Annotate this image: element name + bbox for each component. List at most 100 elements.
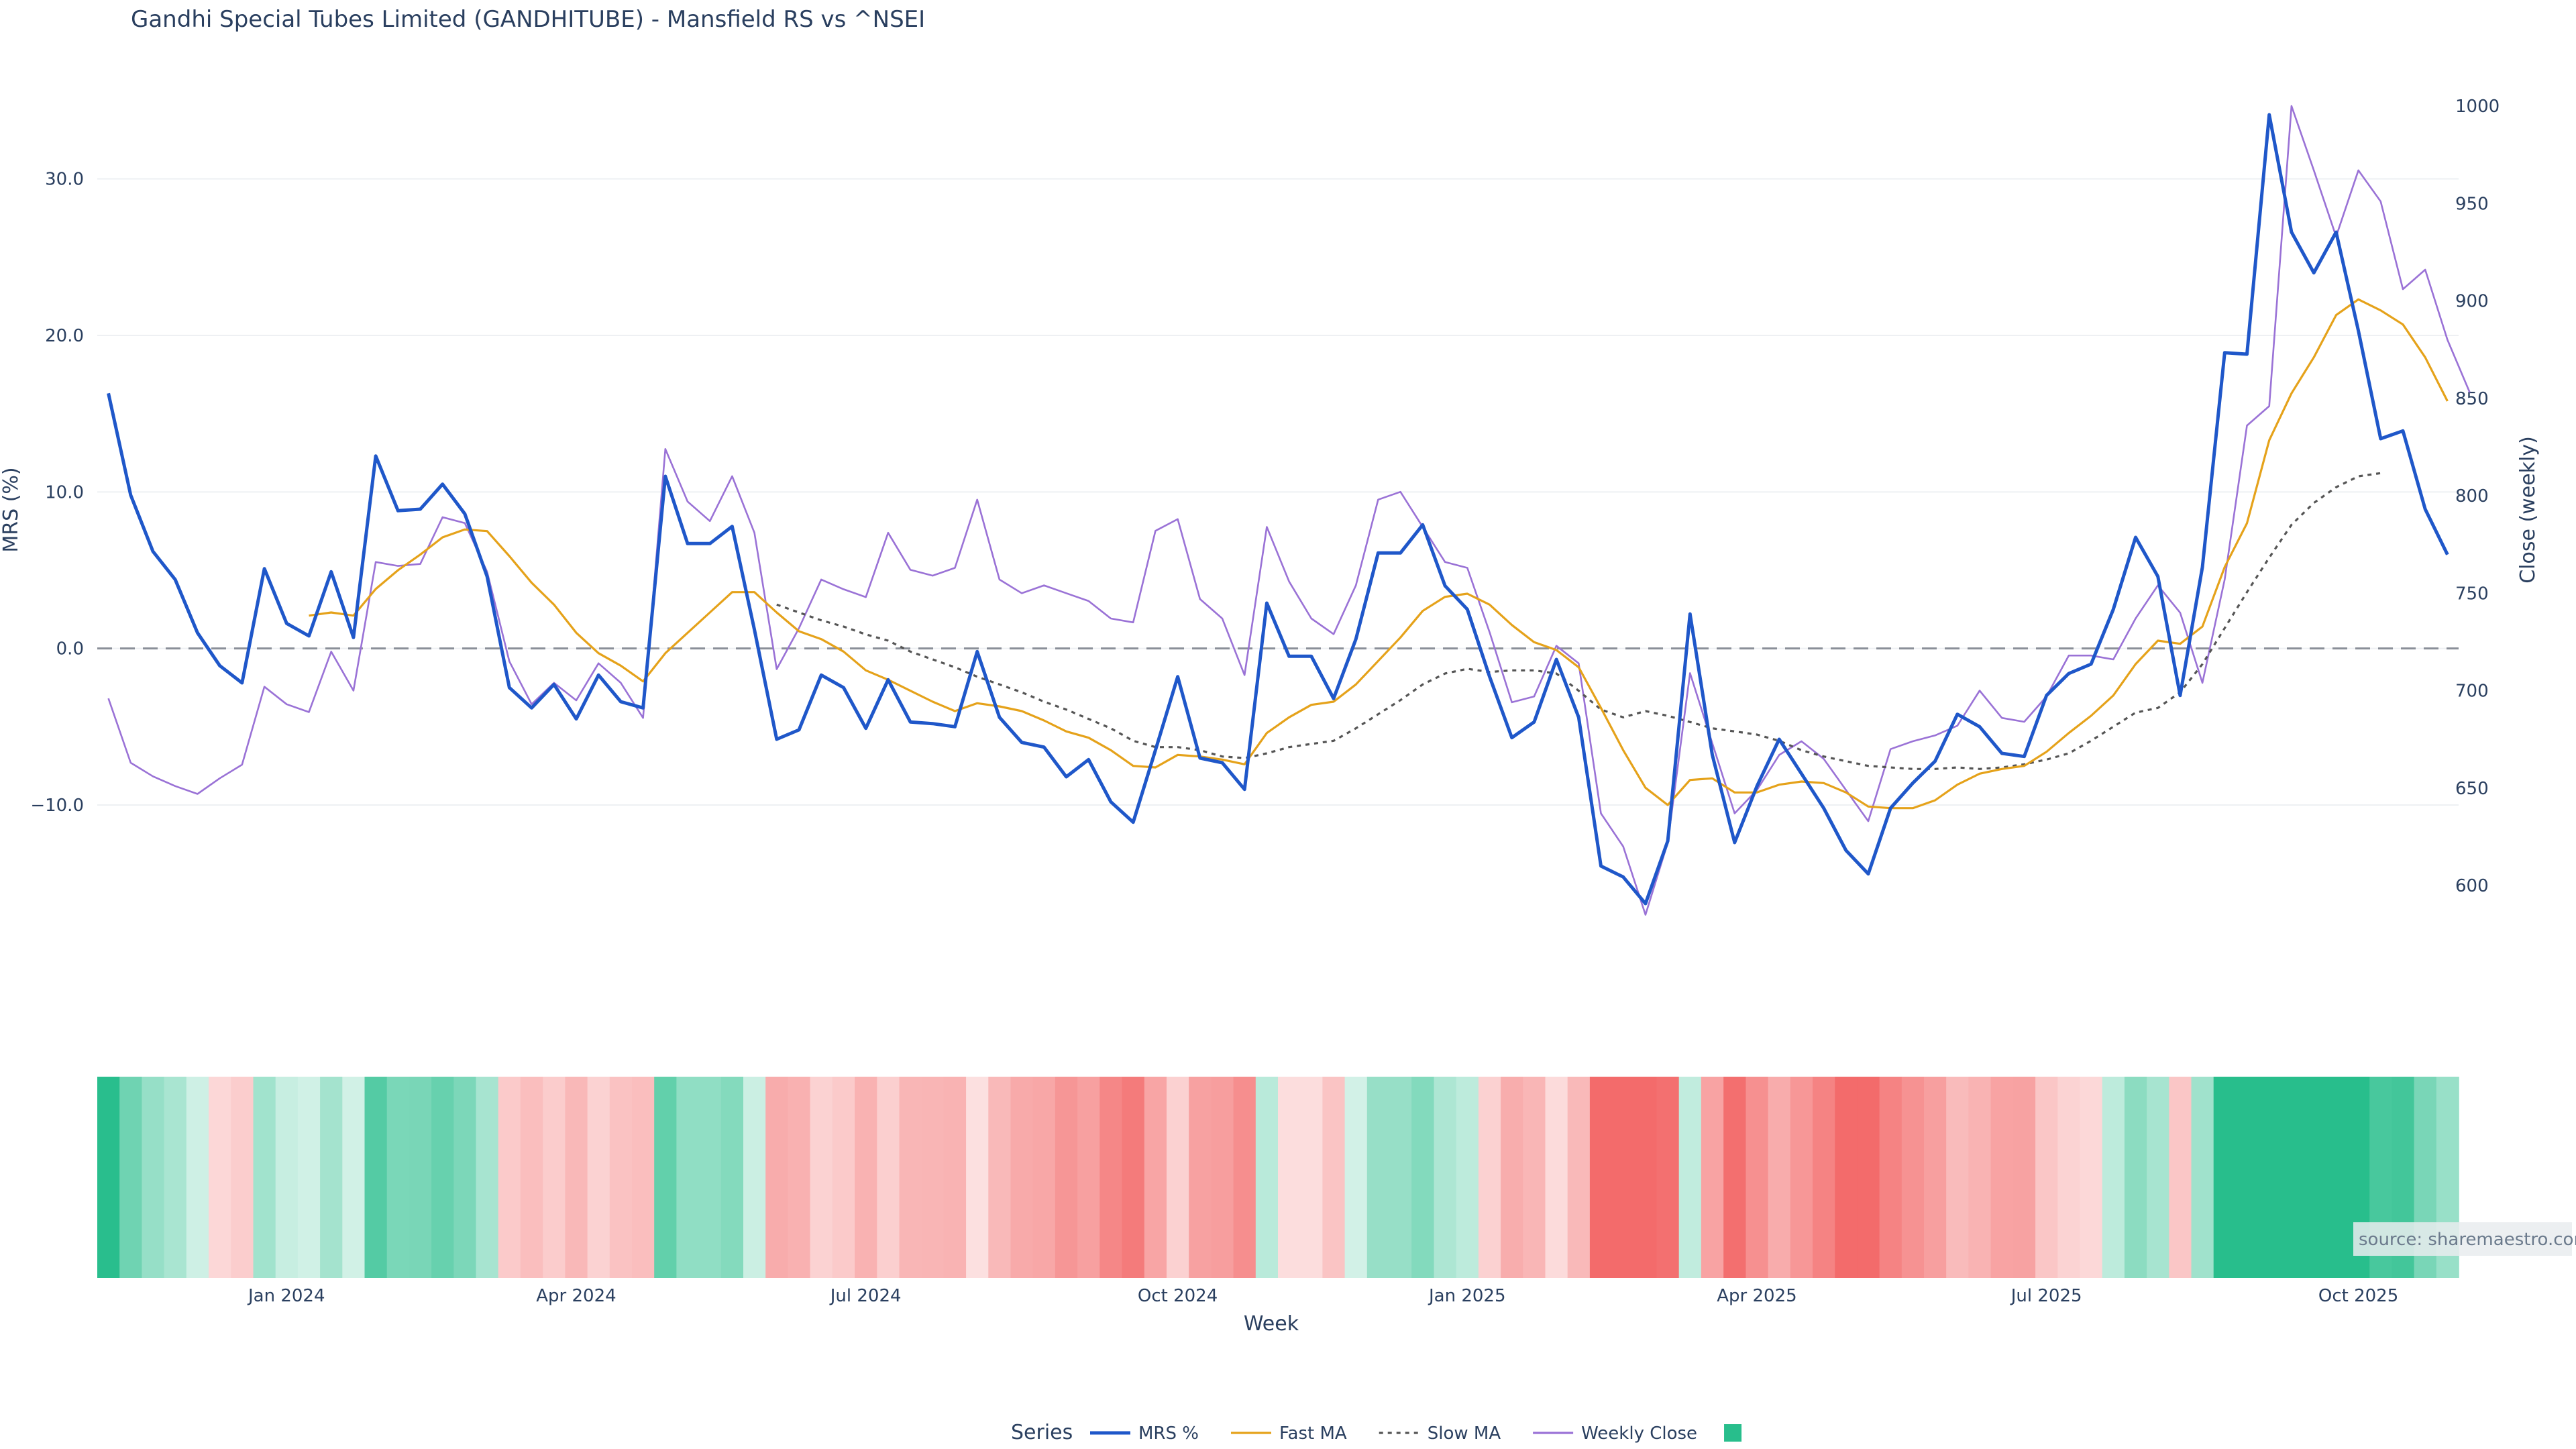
x-tick-label: Jan 2025 <box>1428 1286 1506 1306</box>
x-tick-label: Apr 2025 <box>1717 1286 1796 1306</box>
x-tick-label: Jul 2025 <box>2010 1286 2082 1306</box>
legend: Series MRS % Fast MA Slow MA Weekly Close <box>1011 1421 1742 1444</box>
heat-cell <box>231 1077 254 1278</box>
heat-cell <box>1278 1077 1301 1278</box>
heat-cell <box>2302 1077 2326 1278</box>
heat-cell <box>1189 1077 1212 1278</box>
heat-cell <box>186 1077 209 1278</box>
heat-cell <box>565 1077 588 1278</box>
heat-cell <box>1701 1077 1724 1278</box>
series-weekly-close <box>107 105 2471 916</box>
y-axis-left: 30.0 20.0 10.0 0.0 −10.0 <box>30 170 84 816</box>
heat-cell <box>765 1077 789 1278</box>
heat-cell <box>2191 1077 2214 1278</box>
series-line <box>107 113 2449 906</box>
heat-cell <box>209 1077 231 1278</box>
legend-item: MRS % <box>1090 1424 1199 1444</box>
x-tick-label: Jul 2024 <box>829 1286 902 1306</box>
y2-tick-label: 900 <box>2455 292 2489 312</box>
y2-tick-label: 850 <box>2455 389 2489 409</box>
heat-cell <box>1478 1077 1501 1278</box>
heat-cell <box>2012 1077 2036 1278</box>
heat-cell <box>1077 1077 1101 1278</box>
heat-cell <box>1678 1077 1702 1278</box>
legend-label: Fast MA <box>1279 1424 1347 1444</box>
heat-cell <box>431 1077 455 1278</box>
heat-cell <box>587 1077 610 1278</box>
legend-item: Weekly Close <box>1533 1424 1697 1444</box>
heat-cell <box>1545 1077 1568 1278</box>
heat-cell <box>855 1077 878 1278</box>
heat-cell <box>676 1077 700 1278</box>
heat-cell <box>988 1077 1012 1278</box>
heat-cell <box>1857 1077 1880 1278</box>
heat-cell <box>453 1077 477 1278</box>
heat-cell <box>342 1077 366 1278</box>
heat-cell <box>832 1077 855 1278</box>
y-tick-label: 10.0 <box>45 482 84 502</box>
heat-cell <box>2124 1077 2147 1278</box>
heat-cell <box>1344 1077 1368 1278</box>
heat-cell <box>1055 1077 1078 1278</box>
heat-cell <box>943 1077 967 1278</box>
heat-cell <box>386 1077 410 1278</box>
heat-cell <box>2235 1077 2259 1278</box>
heat-cell <box>877 1077 900 1278</box>
heat-cell <box>1233 1077 1256 1278</box>
x-tick-label: Oct 2025 <box>2318 1286 2398 1306</box>
legend-label: Weekly Close <box>1581 1424 1697 1444</box>
heat-cell <box>1389 1077 1412 1278</box>
heat-cell <box>520 1077 543 1278</box>
heat-cell <box>1211 1077 1234 1278</box>
heat-cell <box>1589 1077 1613 1278</box>
y2-tick-label: 950 <box>2455 194 2489 214</box>
heat-cell <box>609 1077 633 1278</box>
y-tick-label: 20.0 <box>45 326 84 346</box>
heat-cell <box>1010 1077 1034 1278</box>
heat-cell <box>1411 1077 1435 1278</box>
heat-strip <box>97 1077 2459 1278</box>
heat-cell <box>1879 1077 1902 1278</box>
heat-cell <box>97 1077 120 1278</box>
heat-cell <box>2147 1077 2170 1278</box>
heat-cell <box>275 1077 299 1278</box>
heat-cell <box>2258 1077 2282 1278</box>
heat-cell <box>1656 1077 1680 1278</box>
series-line <box>309 298 2449 810</box>
heat-cell <box>119 1077 143 1278</box>
heat-cell <box>1567 1077 1591 1278</box>
heat-cell <box>1122 1077 1145 1278</box>
y2-axis-label: Close (weekly) <box>2516 436 2540 584</box>
series-layer <box>107 105 2471 916</box>
series-line <box>776 472 2381 770</box>
heat-cell <box>2057 1077 2081 1278</box>
legend-heat-swatch <box>1724 1424 1742 1442</box>
heat-cell <box>498 1077 521 1278</box>
heat-cell <box>1746 1077 1769 1278</box>
heat-cell <box>810 1077 833 1278</box>
heat-cell <box>2324 1077 2348 1278</box>
y-axis-label: MRS (%) <box>0 467 23 552</box>
series-fast-ma <box>309 298 2449 810</box>
heat-cell <box>1322 1077 1346 1278</box>
y2-tick-label: 1000 <box>2455 97 2500 117</box>
heat-cell <box>1144 1077 1167 1278</box>
heat-cell <box>966 1077 989 1278</box>
heat-cell <box>297 1077 321 1278</box>
heat-cell <box>1901 1077 1925 1278</box>
legend-title: Series <box>1011 1421 1073 1444</box>
heat-cell <box>1835 1077 1858 1278</box>
heat-cell <box>476 1077 499 1278</box>
source-note: source: sharemaestro.com <box>2353 1222 2576 1256</box>
legend-item: Slow MA <box>1379 1424 1501 1444</box>
y2-tick-label: 650 <box>2455 779 2489 799</box>
y-tick-label: 30.0 <box>45 170 84 190</box>
heat-cell <box>743 1077 766 1278</box>
source-note-bg <box>2353 1222 2572 1256</box>
heat-cell <box>1366 1077 1390 1278</box>
heat-cell <box>1990 1077 2014 1278</box>
heat-cell <box>2169 1077 2192 1278</box>
heat-cell <box>1456 1077 1479 1278</box>
y-tick-label: −10.0 <box>30 796 84 816</box>
heat-cell <box>1968 1077 1992 1278</box>
